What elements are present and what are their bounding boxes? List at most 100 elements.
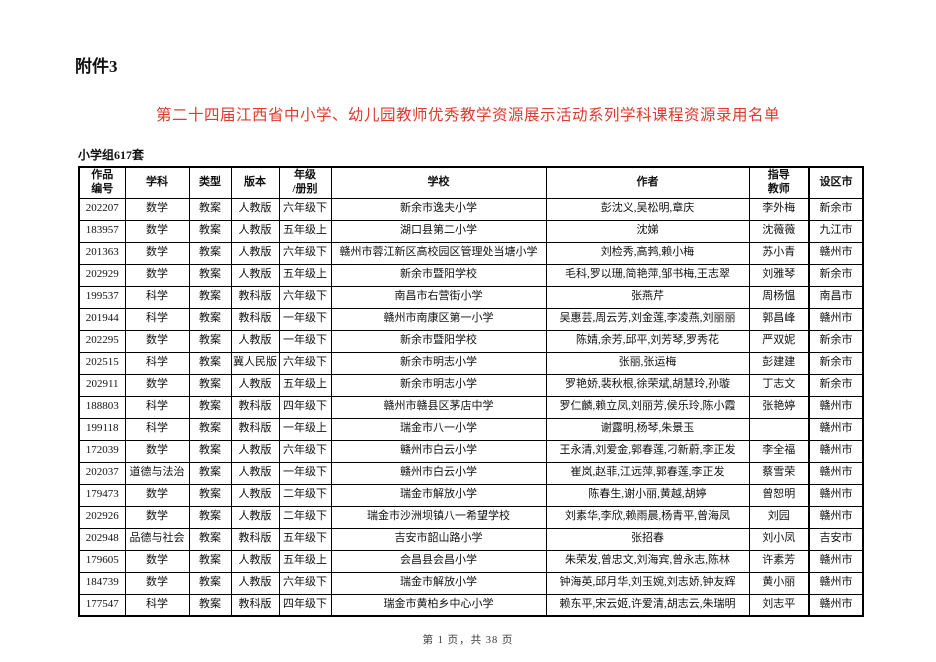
table-cell: 人教版 — [230, 329, 280, 353]
table-cell: 刘小凤 — [748, 527, 810, 551]
table-cell: 丁志文 — [748, 373, 810, 397]
table-cell: 彭建建 — [748, 351, 810, 375]
column-header: 指导 教师 — [748, 166, 810, 199]
table-cell: 严双妮 — [748, 329, 810, 353]
table-cell: 202207 — [78, 197, 126, 221]
table-cell: 188803 — [78, 395, 126, 419]
table-cell: 人教版 — [230, 197, 280, 221]
group-label: 小学组617套 — [78, 148, 145, 162]
resource-table: 作品 编号 学科 类型 版本 年级 /册别 学校 作者 指导 教师 设区市 202207 数学 教案… — [78, 166, 864, 617]
table-row: 199537 科学 教案 教科版 六年级下 南昌市右营街小学 张燕芹 周杨愠 南昌市 — [78, 285, 864, 309]
table-cell: 一年级上 — [278, 417, 332, 441]
table-cell: 赖东平,宋云姬,许爱清,胡志云,朱瑞明 — [545, 593, 750, 617]
column-header: 类型 — [188, 166, 232, 199]
table-cell: 199118 — [78, 417, 126, 441]
table-cell: 新余市 — [808, 329, 864, 353]
table-cell: 教案 — [188, 439, 232, 463]
table-cell: 冀人民版 — [230, 351, 280, 375]
table-cell: 科学 — [124, 395, 190, 419]
table-cell: 数学 — [124, 571, 190, 595]
table-cell: 六年级下 — [278, 351, 332, 375]
table-cell: 数学 — [124, 505, 190, 529]
table-cell: 赣州市南康区第一小学 — [330, 307, 547, 331]
table-cell: 张招春 — [545, 527, 750, 551]
table-cell: 郭昌峰 — [748, 307, 810, 331]
table-cell: 谢露明,杨琴,朱景玉 — [545, 417, 750, 441]
table-cell: 人教版 — [230, 439, 280, 463]
table-cell: 刘检秀,高鹁,赖小梅 — [545, 241, 750, 265]
table-cell: 201944 — [78, 307, 126, 331]
table-cell: 赣州市白云小学 — [330, 461, 547, 485]
table-cell: 教案 — [188, 285, 232, 309]
table-cell: 183957 — [78, 219, 126, 243]
table-cell: 赣州市 — [808, 417, 864, 441]
table-cell: 教科版 — [230, 593, 280, 617]
table-cell: 六年级下 — [278, 571, 332, 595]
table-cell: 199537 — [78, 285, 126, 309]
table-cell: 湖口县第二小学 — [330, 219, 547, 243]
table-cell: 吴惠芸,周云芳,刘金莲,李凌燕,刘丽丽 — [545, 307, 750, 331]
table-row: 172039 数学 教案 人教版 六年级下 赣州市白云小学 王永清,刘爱金,郭春莲,刁新蔚,… — [78, 439, 864, 463]
table-row: 201944 科学 教案 教科版 一年级下 赣州市南康区第一小学 吴惠芸,周云芳,刘金莲,李… — [78, 307, 864, 331]
table-row: 202948 品德与社会 教案 教科版 五年级下 吉安市韶山路小学 张招春 刘小凤 吉安市 — [78, 527, 864, 551]
column-header: 作品 编号 — [78, 166, 126, 199]
table-cell: 六年级下 — [278, 439, 332, 463]
table-cell: 数学 — [124, 549, 190, 573]
table-cell: 新余市 — [808, 351, 864, 375]
table-cell: 数学 — [124, 241, 190, 265]
table-cell: 教案 — [188, 197, 232, 221]
table-cell: 人教版 — [230, 549, 280, 573]
table-cell: 数学 — [124, 263, 190, 287]
table-row: 179473 数学 教案 人教版 二年级下 瑞金市解放小学 陈春生,谢小丽,黄越,胡婷 曾恕明… — [78, 483, 864, 507]
column-header: 版本 — [230, 166, 280, 199]
table-cell: 教科版 — [230, 527, 280, 551]
table-cell: 数学 — [124, 483, 190, 507]
table-cell: 五年级上 — [278, 549, 332, 573]
table-cell: 赣州市 — [808, 461, 864, 485]
table-cell: 苏小青 — [748, 241, 810, 265]
table-cell: 数学 — [124, 197, 190, 221]
table-row: 188803 科学 教案 教科版 四年级下 赣州市赣县区茅店中学 罗仁麟,赖立凤,刘丽芳,侯… — [78, 395, 864, 419]
table-cell: 人教版 — [230, 461, 280, 485]
table-cell: 南昌市右营街小学 — [330, 285, 547, 309]
table-cell: 一年级下 — [278, 307, 332, 331]
attachment-label: 附件3 — [75, 57, 118, 76]
table-row: 202929 数学 教案 人教版 五年级上 新余市暨阳学校 毛科,罗以珊,简艳萍,邹书梅,王… — [78, 263, 864, 287]
table-cell: 科学 — [124, 593, 190, 617]
table-cell: 赣州市 — [808, 571, 864, 595]
table-cell: 南昌市 — [808, 285, 864, 309]
table-cell: 新余市 — [808, 197, 864, 221]
table-cell: 教案 — [188, 351, 232, 375]
table-cell: 吉安市韶山路小学 — [330, 527, 547, 551]
table-cell — [748, 417, 810, 441]
table-cell: 教科版 — [230, 395, 280, 419]
table-cell: 刘素华,李欣,赖雨晨,杨青平,曾海凤 — [545, 505, 750, 529]
table-cell: 教案 — [188, 461, 232, 485]
table-cell: 刘园 — [748, 505, 810, 529]
column-header: 作者 — [545, 166, 750, 199]
table-row: 183957 数学 教案 人教版 五年级上 湖口县第二小学 沈娣 沈薇薇 九江市 — [78, 219, 864, 243]
table-cell: 教科版 — [230, 417, 280, 441]
page-number-footer: 第 1 页，共 38 页 — [422, 635, 514, 646]
table-cell: 罗艳娇,裴秋根,徐荣斌,胡慧玲,孙璇 — [545, 373, 750, 397]
table-cell: 二年级下 — [278, 505, 332, 529]
table-row: 201363 数学 教案 人教版 六年级下 赣州市蓉江新区高校园区管理处当塘小学 刘检秀,高… — [78, 241, 864, 265]
table-cell: 赣州市 — [808, 593, 864, 617]
table-cell: 202929 — [78, 263, 126, 287]
table-cell: 彭沈义,吴松明,章庆 — [545, 197, 750, 221]
column-header: 设区市 — [808, 166, 864, 199]
table-cell: 数学 — [124, 329, 190, 353]
table-cell: 人教版 — [230, 373, 280, 397]
table-cell: 教科版 — [230, 285, 280, 309]
table-cell: 新余市 — [808, 373, 864, 397]
table-cell: 数学 — [124, 373, 190, 397]
table-cell: 教案 — [188, 395, 232, 419]
table-cell: 教案 — [188, 505, 232, 529]
table-cell: 赣州市白云小学 — [330, 439, 547, 463]
table-cell: 人教版 — [230, 571, 280, 595]
table-row: 202926 数学 教案 人教版 二年级下 瑞金市沙洲坝镇八一希望学校 刘素华,李欣,赖雨晨… — [78, 505, 864, 529]
table-cell: 新余市逸夫小学 — [330, 197, 547, 221]
table-cell: 黄小丽 — [748, 571, 810, 595]
table-cell: 教案 — [188, 241, 232, 265]
